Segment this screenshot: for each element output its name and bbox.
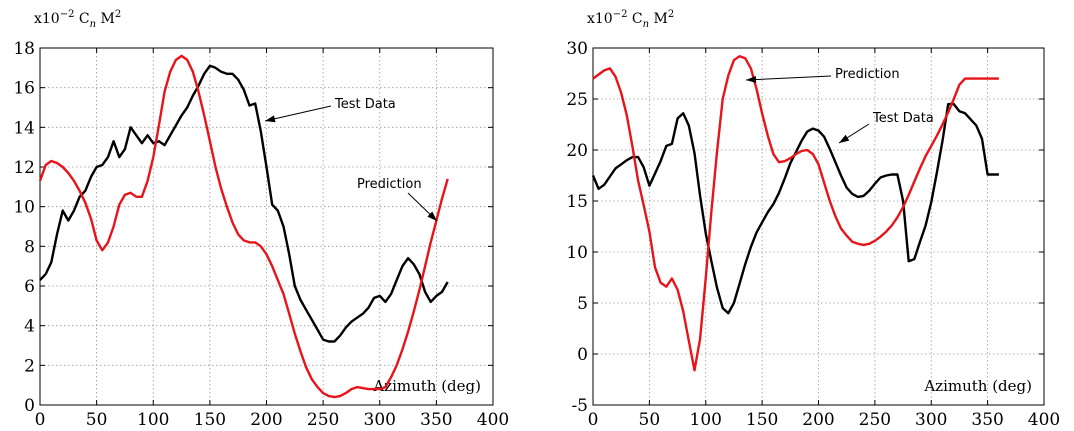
grid [593,48,1044,405]
x-tick-label: 300 [364,410,396,430]
annotation-arrowhead [265,115,276,123]
series-line-test-data [591,102,999,315]
annotation-prediction: Prediction [745,67,900,84]
y-tick-label: 18 [13,39,35,59]
y-tick-label: 14 [13,118,35,138]
annotation-label: Test Data [872,111,934,126]
x-tick-label: 350 [971,410,1003,430]
x-axis-label: Azimuth (deg) [372,377,481,395]
annotation-arrow-line [745,75,832,81]
x-tick-label: 400 [477,410,509,430]
series-line-prediction [38,54,449,399]
annotation-test-data: Test Data [264,97,396,123]
plot-frame [39,47,494,406]
x-tick-label: 200 [250,410,282,430]
chart-panel-1: 0 50 100 150 200 250 300 350 400 0 2 4 6 8 10 12 14 16 18 x… [13,9,509,430]
x-tick-label: 50 [86,410,108,430]
plot-frame [592,47,1045,406]
x-tick-label: 250 [307,410,339,430]
y-tick-label: 8 [24,237,35,257]
grid [40,48,493,405]
annotation-arrowhead [746,76,757,84]
y-axis-ticks: -5 0 5 10 15 20 25 30 [566,39,1044,416]
y-tick-label: 10 [566,243,588,263]
x-tick-label: 200 [802,410,834,430]
x-axis-label: Azimuth (deg) [923,377,1032,395]
y-tick-label: 2 [24,356,35,376]
annotation-arrowhead [427,211,437,221]
x-tick-label: 100 [690,410,722,430]
series-line-test-data [39,64,449,343]
y-tick-label: 5 [577,294,588,314]
x-tick-label: 300 [915,410,947,430]
x-tick-label: 150 [194,410,226,430]
y-tick-label: 15 [566,192,588,212]
x-tick-label: 250 [859,410,891,430]
y-tick-label: 12 [13,158,35,178]
x-tick-label: 0 [588,410,599,430]
annotation-test-data: Test Data [838,111,934,144]
x-tick-label: 400 [1028,410,1060,430]
x-axis-ticks: 0 50 100 150 200 250 300 350 400 [588,48,1060,430]
y-tick-label: -5 [571,396,588,416]
series-line-prediction [592,55,999,372]
y-tick-label: 0 [577,345,588,365]
y-axis-label: x10−2 Cn M2 [587,9,674,30]
annotation-arrowhead [839,134,850,143]
annotation-arrow-line [264,105,332,122]
annotation-prediction: Prediction [357,177,438,222]
x-tick-label: 150 [746,410,778,430]
y-tick-label: 20 [566,141,588,161]
y-axis-label: x10−2 Cn M2 [34,9,121,30]
x-tick-label: 100 [137,410,169,430]
x-tick-label: 0 [35,410,46,430]
y-tick-label: 4 [24,317,35,337]
annotation-label: Prediction [357,177,422,192]
chart-panel-2: 0 50 100 150 200 250 300 350 400-5051015202530x1… [566,9,1060,430]
y-tick-label: 16 [13,79,35,99]
y-axis-ticks: 0 2 4 6 8 10 12 14 16 18 [13,39,493,416]
annotation-label: Test Data [334,97,396,112]
y-tick-label: 10 [13,198,35,218]
annotation-label: Prediction [835,67,900,82]
y-tick-label: 0 [24,396,35,416]
x-tick-label: 50 [639,410,661,430]
x-axis-ticks: 0 50 100 150 200 250 300 350 400 [35,48,509,430]
x-tick-label: 350 [420,410,452,430]
y-tick-label: 25 [566,90,588,110]
y-tick-label: 6 [24,277,35,297]
y-tick-label: 30 [566,39,588,59]
